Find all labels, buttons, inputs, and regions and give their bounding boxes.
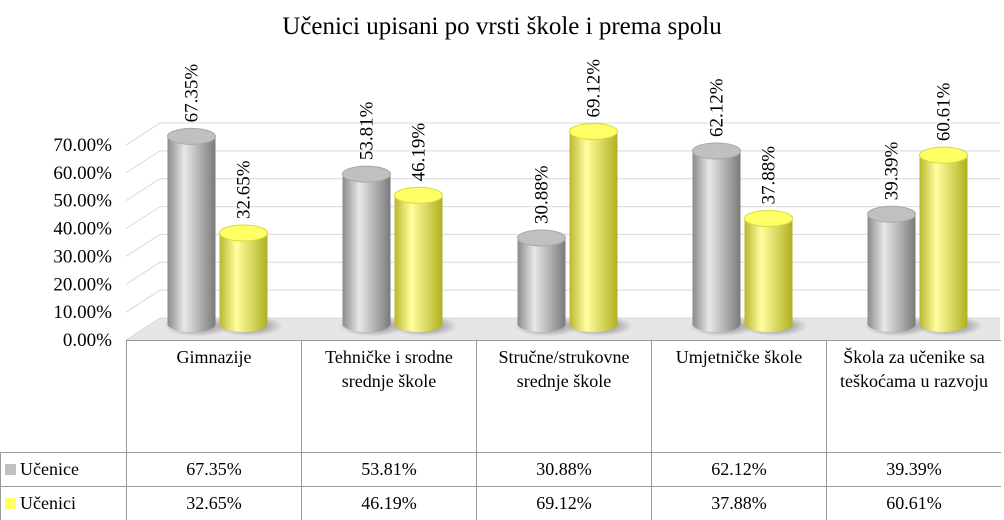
category-label: Stručne/strukovne srednje škole: [476, 340, 651, 452]
data-label: 32.65%: [234, 160, 255, 219]
bar-top: [692, 142, 741, 160]
data-label: 30.88%: [532, 165, 553, 224]
data-label: 53.81%: [357, 101, 378, 160]
bar-bottom: [919, 316, 968, 332]
category-label: Tehničke i srodne srednje škole: [301, 340, 476, 452]
bar-top: [219, 224, 268, 242]
table-value: 60.61%: [826, 486, 1001, 520]
bar-bottom: [219, 316, 268, 332]
legend-key: [5, 464, 16, 475]
bar-bottom: [867, 316, 916, 332]
bar-top: [167, 127, 216, 145]
category-label: Umjetničke škole: [651, 340, 826, 452]
bar: [867, 214, 916, 324]
y-tick-label: 30.00%: [53, 246, 112, 267]
bar: [219, 233, 268, 324]
table-value: 53.81%: [301, 452, 476, 486]
bar: [394, 195, 443, 324]
bar: [517, 237, 566, 324]
data-label: 62.12%: [707, 78, 728, 137]
data-label: 69.12%: [584, 59, 605, 118]
legend-text: Učenice: [20, 459, 79, 479]
bar-bottom: [569, 316, 618, 332]
data-label: 67.35%: [182, 64, 203, 123]
category-label: Gimnazije: [126, 340, 301, 452]
y-tick-label: 60.00%: [53, 163, 112, 184]
bar-top: [744, 209, 793, 227]
bar-top: [569, 122, 618, 140]
bar-bottom: [517, 316, 566, 332]
legend-key: [5, 498, 16, 509]
y-tick-label: 70.00%: [53, 135, 112, 156]
data-label: 37.88%: [759, 146, 780, 205]
table-value: 32.65%: [126, 486, 301, 520]
y-tick-label: 0.00%: [63, 330, 112, 351]
table-value: 39.39%: [826, 452, 1001, 486]
bar: [569, 131, 618, 324]
legend-entry: Učenice: [0, 452, 126, 486]
bar-bottom: [167, 316, 216, 332]
data-label: 46.19%: [409, 123, 430, 182]
data-label: 39.39%: [882, 142, 903, 201]
table-value: 46.19%: [301, 486, 476, 520]
table-value: 62.12%: [651, 452, 826, 486]
chart-title: Učenici upisani po vrsti škole i prema s…: [282, 13, 722, 40]
table-value: 69.12%: [476, 486, 651, 520]
bar-bottom: [394, 316, 443, 332]
y-tick-label: 10.00%: [53, 302, 112, 323]
bar-top: [867, 205, 916, 223]
grid-line: [125, 178, 1000, 202]
table-value: 30.88%: [476, 452, 651, 486]
bar-bottom: [692, 316, 741, 332]
bar-top: [394, 186, 443, 204]
grid-line: [125, 150, 1000, 174]
table-value: 67.35%: [126, 452, 301, 486]
bar-top: [342, 165, 391, 183]
legend-text: Učenici: [20, 493, 76, 513]
data-label: 60.61%: [934, 82, 955, 141]
grid-line: [125, 122, 1000, 146]
bar: [692, 150, 741, 324]
category-label: Škola za učenike sa teškoćama u razvoju: [826, 340, 1001, 452]
bar-top: [517, 229, 566, 247]
bar-bottom: [744, 316, 793, 332]
bar: [342, 174, 391, 324]
y-tick-label: 20.00%: [53, 274, 112, 295]
bar: [167, 136, 216, 324]
bar-bottom: [342, 316, 391, 332]
bar-top: [919, 146, 968, 164]
legend-entry: Učenici: [0, 486, 126, 520]
y-tick-label: 50.00%: [53, 191, 112, 212]
y-tick-label: 40.00%: [53, 219, 112, 240]
table-value: 37.88%: [651, 486, 826, 520]
bar: [919, 155, 968, 324]
bar: [744, 218, 793, 324]
